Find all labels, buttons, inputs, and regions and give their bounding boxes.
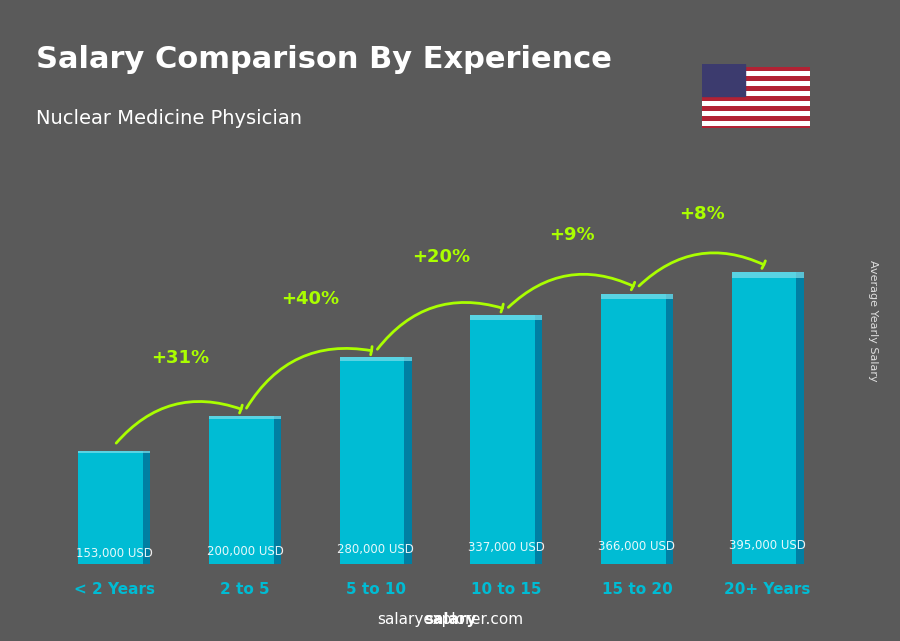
Text: 337,000 USD: 337,000 USD <box>468 541 544 554</box>
Bar <box>702 67 810 72</box>
Bar <box>404 357 411 564</box>
Bar <box>732 272 804 564</box>
Text: Average Yearly Salary: Average Yearly Salary <box>868 260 878 381</box>
Bar <box>340 357 411 564</box>
Text: +20%: +20% <box>412 247 470 265</box>
Bar <box>702 72 810 76</box>
Bar <box>340 357 411 361</box>
Text: 395,000 USD: 395,000 USD <box>729 540 806 553</box>
Text: +8%: +8% <box>680 204 725 222</box>
Text: 10 to 15: 10 to 15 <box>471 581 542 597</box>
Text: Salary Comparison By Experience: Salary Comparison By Experience <box>36 45 612 74</box>
Text: Nuclear Medicine Physician: Nuclear Medicine Physician <box>36 109 302 128</box>
Text: 2 to 5: 2 to 5 <box>220 581 270 597</box>
Bar <box>471 315 542 320</box>
Bar <box>702 116 810 121</box>
Text: salaryexplorer.com: salaryexplorer.com <box>377 612 523 627</box>
Bar <box>702 121 810 126</box>
Bar <box>209 417 281 564</box>
Bar <box>796 272 804 564</box>
Bar <box>536 315 543 564</box>
Bar <box>702 96 810 101</box>
Text: 5 to 10: 5 to 10 <box>346 581 406 597</box>
Bar <box>702 106 810 111</box>
Text: +40%: +40% <box>282 290 339 308</box>
Bar <box>78 451 150 453</box>
Text: +31%: +31% <box>150 349 209 367</box>
Bar <box>702 126 810 131</box>
Bar <box>471 315 543 564</box>
Text: salary: salary <box>424 612 476 627</box>
Text: 15 to 20: 15 to 20 <box>601 581 672 597</box>
Text: 20+ Years: 20+ Years <box>724 581 811 597</box>
Bar <box>702 91 810 96</box>
Bar <box>732 272 804 278</box>
Bar <box>143 451 150 564</box>
Bar <box>78 451 150 564</box>
Text: 200,000 USD: 200,000 USD <box>207 545 284 558</box>
Bar <box>601 294 673 299</box>
Bar <box>274 417 281 564</box>
Bar <box>702 87 810 91</box>
Text: 280,000 USD: 280,000 USD <box>338 543 414 556</box>
Bar <box>702 76 810 81</box>
Bar <box>209 417 281 419</box>
Bar <box>702 81 810 87</box>
Text: < 2 Years: < 2 Years <box>74 581 155 597</box>
Text: +9%: +9% <box>549 226 595 244</box>
Bar <box>601 294 673 564</box>
Bar <box>702 101 810 106</box>
Bar <box>702 64 745 96</box>
Text: 153,000 USD: 153,000 USD <box>76 547 153 560</box>
Text: 366,000 USD: 366,000 USD <box>598 540 676 553</box>
Bar <box>666 294 673 564</box>
Bar <box>702 111 810 116</box>
